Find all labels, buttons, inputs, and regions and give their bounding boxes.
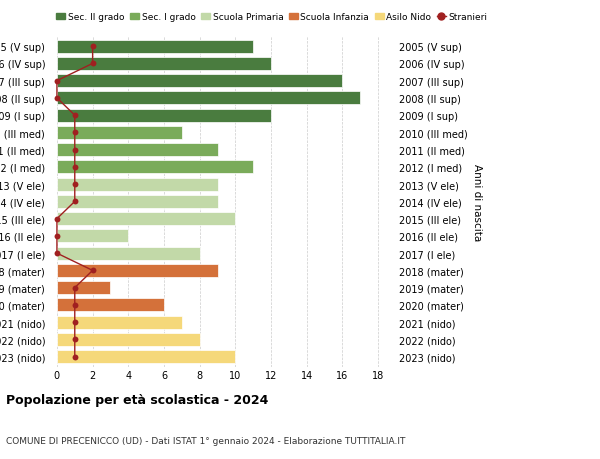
Bar <box>57 109 271 123</box>
Point <box>70 198 80 206</box>
Point <box>70 284 80 292</box>
Bar <box>57 281 110 295</box>
Point <box>52 95 62 102</box>
Bar <box>57 247 200 260</box>
Point <box>88 44 97 51</box>
Point <box>52 215 62 223</box>
Bar <box>57 75 343 88</box>
Bar <box>57 316 182 329</box>
Bar <box>57 213 235 226</box>
Point <box>70 164 80 171</box>
Text: COMUNE DI PRECENICCO (UD) - Dati ISTAT 1° gennaio 2024 - Elaborazione TUTTITALIA: COMUNE DI PRECENICCO (UD) - Dati ISTAT 1… <box>6 436 406 445</box>
Point <box>70 319 80 326</box>
Point <box>70 181 80 188</box>
Point <box>52 250 62 257</box>
Point <box>70 353 80 361</box>
Text: Popolazione per età scolastica - 2024: Popolazione per età scolastica - 2024 <box>6 393 268 406</box>
Bar <box>57 230 128 243</box>
Bar <box>57 350 235 364</box>
Bar <box>57 264 218 277</box>
Point <box>88 61 97 68</box>
Legend: Sec. II grado, Sec. I grado, Scuola Primaria, Scuola Infanzia, Asilo Nido, Stran: Sec. II grado, Sec. I grado, Scuola Prim… <box>53 10 491 26</box>
Y-axis label: Anni di nascita: Anni di nascita <box>472 163 482 241</box>
Point <box>70 302 80 309</box>
Bar <box>57 127 182 140</box>
Point <box>52 78 62 85</box>
Point <box>88 267 97 274</box>
Point <box>70 336 80 343</box>
Bar <box>57 92 361 105</box>
Point <box>70 129 80 137</box>
Point <box>52 233 62 240</box>
Bar <box>57 299 164 312</box>
Point <box>70 147 80 154</box>
Bar <box>57 58 271 71</box>
Bar <box>57 144 218 157</box>
Bar <box>57 40 253 54</box>
Bar <box>57 161 253 174</box>
Bar <box>57 178 218 191</box>
Bar <box>57 196 218 208</box>
Point <box>70 112 80 120</box>
Bar <box>57 333 200 346</box>
